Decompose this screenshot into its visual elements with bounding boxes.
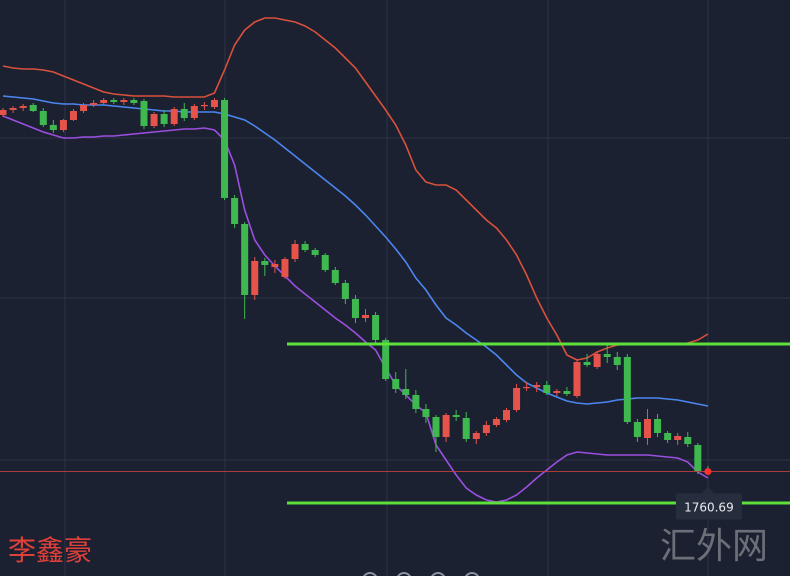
candle-body (603, 354, 611, 357)
candle-body (200, 105, 208, 107)
watermark: 汇外网 (660, 526, 768, 567)
candle-body (492, 419, 500, 425)
candle-body (432, 417, 440, 437)
plot: 1760.69 (0, 17, 790, 520)
candle-body (160, 114, 168, 124)
price-label-pointer (701, 486, 714, 494)
candle-body (341, 283, 349, 299)
candle-body (402, 389, 410, 395)
candle-body (59, 120, 67, 130)
candle-body (472, 433, 480, 439)
band-line (2, 95, 709, 407)
candle-body (311, 250, 319, 255)
candle-body (412, 395, 420, 409)
band-line (2, 115, 709, 503)
candle-body (664, 433, 672, 440)
candle-body (170, 109, 178, 124)
candle-body (9, 108, 17, 110)
candle-body (39, 111, 47, 125)
candle-body (623, 357, 631, 422)
candle-body (100, 100, 108, 103)
price-dot (704, 468, 712, 476)
candle-body (654, 419, 662, 433)
candle-body (422, 409, 430, 417)
candle-body (643, 419, 651, 438)
candle-body (633, 422, 641, 437)
candle-body (251, 261, 259, 295)
candle-body (281, 259, 289, 277)
candle-body (382, 340, 390, 379)
candle-body (523, 387, 531, 389)
candle-body (452, 415, 460, 417)
candle-body (583, 362, 591, 365)
candle-body (180, 109, 188, 118)
candle-body (543, 385, 551, 393)
candle-body (49, 125, 57, 130)
candle-body (482, 425, 490, 433)
author-label: 李鑫豪 (8, 534, 92, 567)
candle-body (29, 105, 37, 111)
price-label-box (675, 493, 742, 520)
dot (431, 572, 445, 576)
candle-body (351, 299, 359, 318)
candle-body (533, 385, 541, 387)
candle-body (221, 100, 229, 198)
candle-body (80, 105, 88, 111)
candle-body (231, 198, 239, 224)
candle-body (503, 410, 510, 420)
dot (465, 572, 479, 576)
candle-body (684, 437, 692, 444)
candle-body (593, 354, 601, 367)
candle-body (573, 362, 581, 396)
candle-body (130, 100, 138, 103)
candle-body (613, 357, 621, 365)
candle-body (442, 415, 450, 437)
candle-body (210, 100, 218, 107)
candle-body (321, 255, 329, 270)
dot (397, 572, 411, 576)
candle-body (19, 106, 27, 108)
candle-body (0, 110, 7, 115)
candle-body (301, 244, 309, 250)
candle-body (331, 270, 339, 283)
candle-body (553, 391, 561, 393)
price-label: 1760.69 (684, 501, 734, 515)
candle-body (362, 315, 370, 318)
candle-body (271, 264, 279, 267)
candle-body (69, 111, 77, 120)
candle-body (563, 391, 571, 394)
candle-body (140, 101, 148, 126)
candle-body (90, 103, 98, 105)
candle-body (241, 224, 249, 295)
candle-body (674, 436, 682, 440)
candle-body (120, 100, 128, 102)
dot (363, 572, 377, 576)
band-line (2, 17, 709, 361)
candle-body (261, 261, 269, 265)
candle-body (291, 244, 299, 259)
candle-body (190, 106, 198, 118)
candle-body (462, 418, 470, 439)
candle-body (513, 388, 521, 410)
candle-body (372, 315, 380, 340)
scroll-dots (363, 572, 479, 576)
candle-body (110, 100, 118, 102)
candle-body (392, 379, 400, 389)
candle-body (150, 114, 158, 126)
candle-body (694, 445, 702, 471)
